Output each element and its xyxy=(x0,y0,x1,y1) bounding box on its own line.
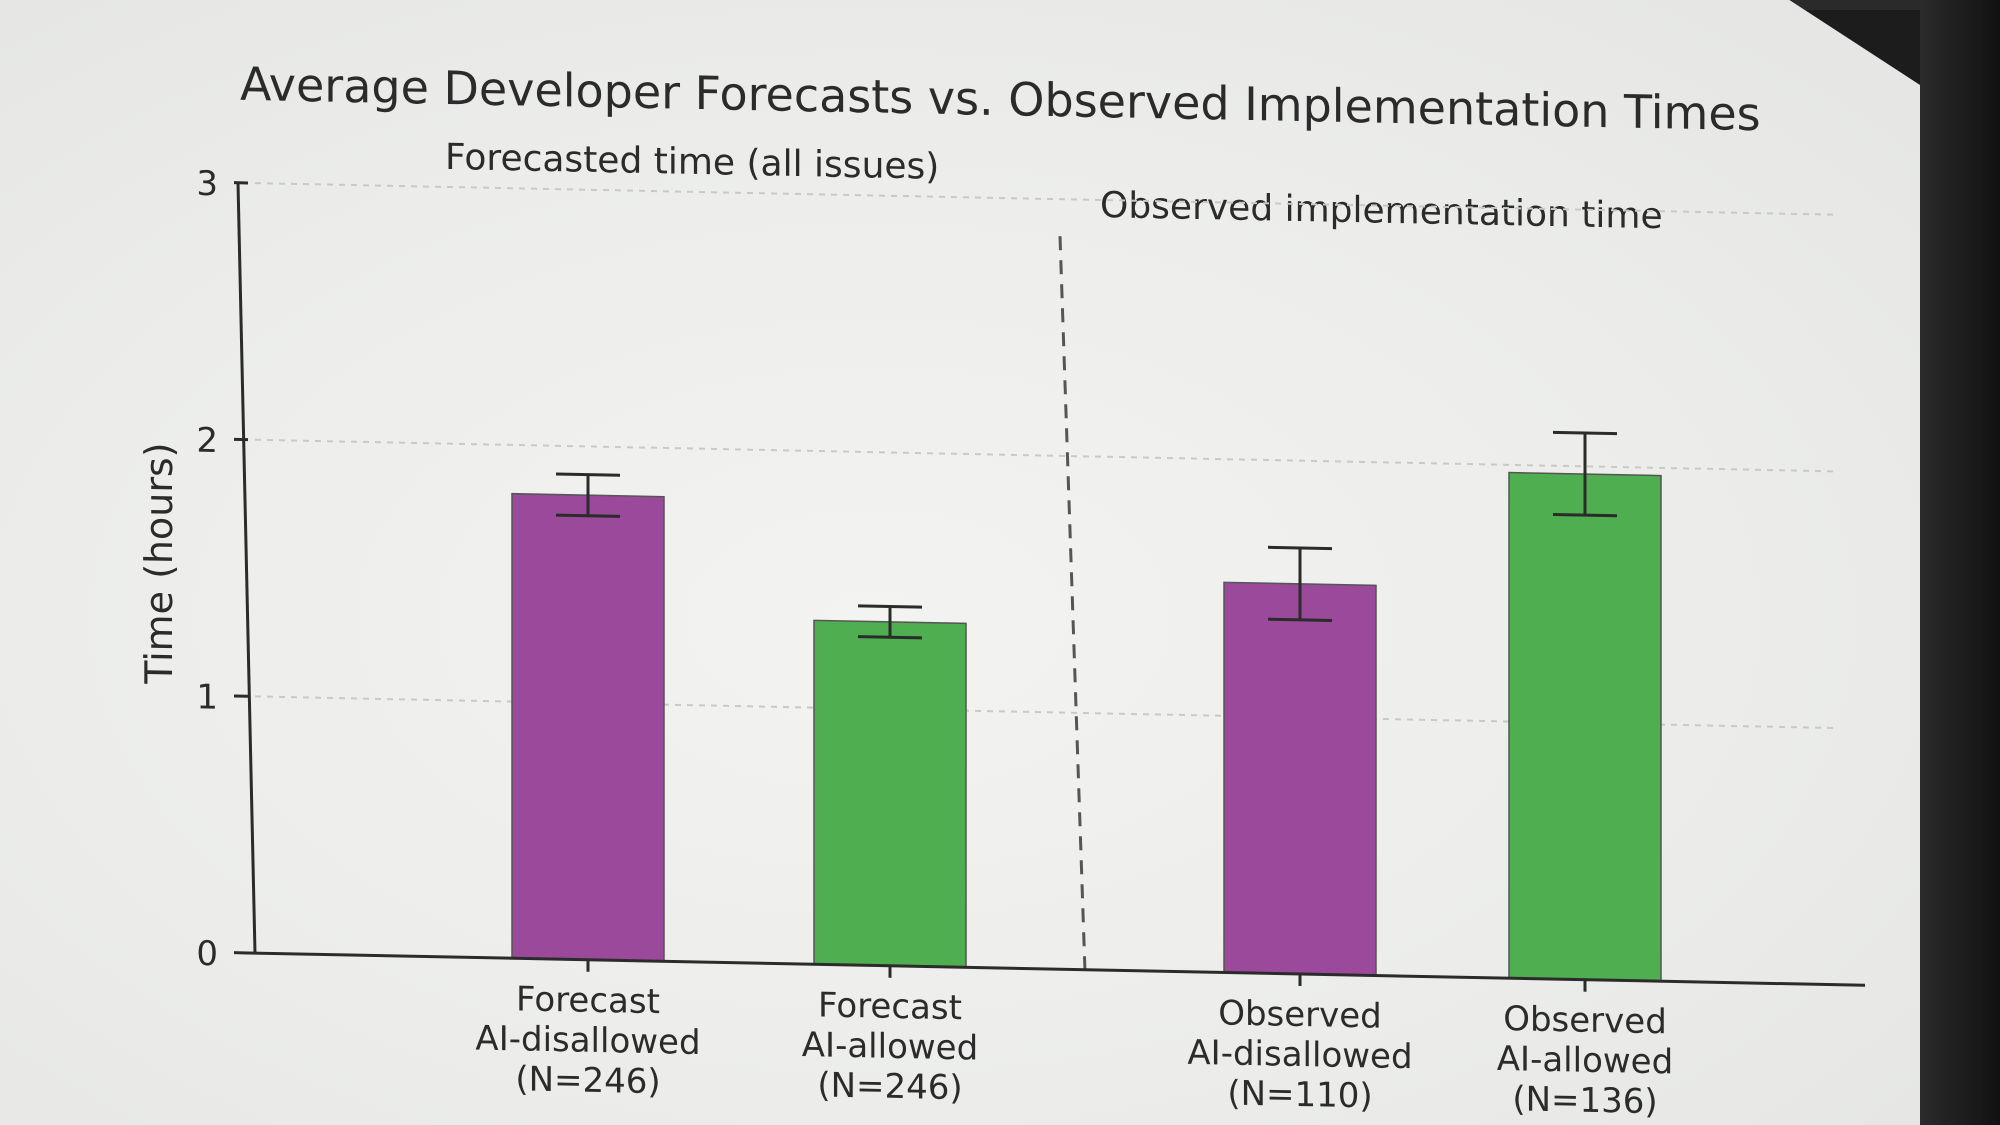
y-ticks-layer: 0 1 2 3 xyxy=(196,164,248,974)
bar-1 xyxy=(511,492,665,963)
x-tick-label-3-line-3: (N=110) xyxy=(1227,1074,1372,1117)
x-tick-label-1-line-3: (N=246) xyxy=(515,1059,660,1102)
bar-3 xyxy=(1223,581,1377,977)
x-tick-label-2-line-3: (N=246) xyxy=(817,1065,962,1108)
x-tick-label-4-line-3: (N=136) xyxy=(1512,1079,1657,1122)
x-tick-label-1-line-2: AI-disallowed xyxy=(475,1019,700,1063)
error-bar-cap-high-1 xyxy=(556,472,620,477)
y-tick-label-3: 3 xyxy=(196,164,218,204)
gridline-2 xyxy=(255,438,1835,473)
y-tick-label-2: 2 xyxy=(196,421,218,461)
y-axis xyxy=(236,182,257,954)
y-tick-label-0: 0 xyxy=(196,934,218,974)
x-tick-label-1-line-1: Forecast xyxy=(516,979,660,1022)
x-tick-label-3-line-2: AI-disallowed xyxy=(1187,1033,1412,1077)
bar-4 xyxy=(1508,471,1662,982)
x-labels-layer: ForecastAI-disallowed(N=246)ForecastAI-a… xyxy=(475,959,1673,1122)
error-bar-cap-high-2 xyxy=(858,604,922,609)
x-tick-label-2-line-1: Forecast xyxy=(818,985,962,1028)
screen-frame-edge xyxy=(1920,0,2000,1125)
group-divider xyxy=(1058,236,1087,972)
error-bar-cap-low-3 xyxy=(1268,617,1332,622)
error-bars-layer xyxy=(556,430,1617,640)
y-tick-label-1: 1 xyxy=(196,677,218,717)
error-bar-cap-high-4 xyxy=(1553,430,1617,436)
group-label-observed: Observed implementation time xyxy=(1100,185,1663,237)
x-tick-label-3-line-1: Observed xyxy=(1218,993,1382,1036)
error-bar-cap-low-4 xyxy=(1553,512,1617,518)
x-tick-label-4-line-1: Observed xyxy=(1503,999,1667,1042)
y-axis-label: Time (hours) xyxy=(137,442,181,685)
x-axis xyxy=(248,951,1865,987)
group-label-forecast: Forecasted time (all issues) xyxy=(445,137,939,188)
error-bar-cap-low-2 xyxy=(858,635,922,640)
x-tick-label-2-line-2: AI-allowed xyxy=(802,1025,978,1069)
bar-2 xyxy=(813,619,967,969)
error-bar-cap-low-1 xyxy=(556,513,620,518)
bars-layer xyxy=(511,471,1662,982)
error-bar-cap-high-3 xyxy=(1268,545,1332,551)
x-tick-label-4-line-2: AI-allowed xyxy=(1497,1039,1673,1083)
chart-title: Average Developer Forecasts vs. Observed… xyxy=(240,57,1761,141)
